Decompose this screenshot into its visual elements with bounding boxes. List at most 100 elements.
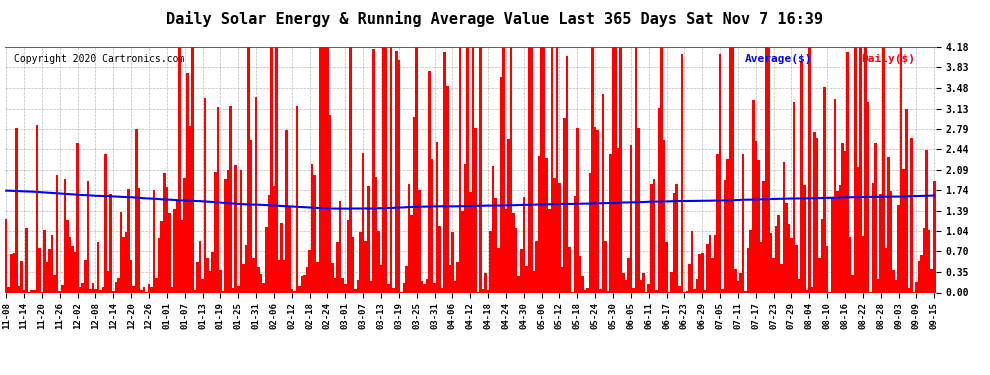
Bar xyxy=(58,291,61,292)
Bar xyxy=(714,234,717,292)
Bar xyxy=(866,102,869,292)
Bar xyxy=(56,176,58,292)
Bar xyxy=(446,86,448,292)
Bar xyxy=(267,195,270,292)
Bar xyxy=(92,283,94,292)
Bar xyxy=(474,128,476,292)
Bar xyxy=(227,171,230,292)
Bar xyxy=(421,281,423,292)
Bar xyxy=(594,126,596,292)
Bar xyxy=(183,177,186,292)
Bar xyxy=(824,87,826,292)
Bar xyxy=(217,107,219,292)
Bar xyxy=(704,290,706,292)
Bar xyxy=(112,291,115,292)
Bar xyxy=(252,258,254,292)
Bar xyxy=(346,220,349,292)
Bar xyxy=(20,261,23,292)
Bar xyxy=(933,181,936,292)
Bar xyxy=(874,143,877,292)
Bar xyxy=(469,192,471,292)
Bar xyxy=(249,140,252,292)
Bar xyxy=(79,287,81,292)
Bar xyxy=(188,126,191,292)
Bar xyxy=(380,265,382,292)
Text: Daily Solar Energy & Running Average Value Last 365 Days Sat Nov 7 16:39: Daily Solar Energy & Running Average Val… xyxy=(166,11,824,27)
Bar xyxy=(260,274,262,292)
Bar xyxy=(655,290,657,292)
Bar xyxy=(576,128,578,292)
Bar xyxy=(351,237,354,292)
Bar xyxy=(306,267,308,292)
Bar xyxy=(754,141,757,292)
Bar xyxy=(135,129,138,292)
Bar xyxy=(130,260,133,292)
Bar xyxy=(772,258,775,292)
Bar xyxy=(102,287,104,292)
Bar xyxy=(884,248,887,292)
Bar xyxy=(165,187,168,292)
Bar xyxy=(390,47,392,292)
Bar xyxy=(643,273,644,292)
Bar xyxy=(793,102,795,292)
Bar xyxy=(81,284,84,292)
Bar xyxy=(762,182,764,292)
Bar xyxy=(170,287,173,292)
Bar xyxy=(423,284,426,292)
Bar xyxy=(410,215,413,292)
Bar xyxy=(711,258,714,292)
Bar xyxy=(382,47,385,292)
Bar xyxy=(811,287,813,292)
Bar xyxy=(356,280,359,292)
Bar xyxy=(586,288,589,292)
Bar xyxy=(662,140,665,292)
Bar xyxy=(107,271,110,292)
Bar xyxy=(839,185,842,292)
Bar xyxy=(749,230,752,292)
Bar xyxy=(492,166,494,292)
Bar xyxy=(665,242,668,292)
Bar xyxy=(650,184,652,292)
Bar xyxy=(545,158,548,292)
Bar xyxy=(848,237,851,292)
Bar xyxy=(53,274,56,292)
Bar xyxy=(262,283,265,292)
Bar xyxy=(471,47,474,292)
Bar xyxy=(298,286,301,292)
Bar xyxy=(782,162,785,292)
Bar xyxy=(795,245,798,292)
Bar xyxy=(44,230,46,292)
Bar xyxy=(257,267,260,292)
Bar xyxy=(652,179,655,292)
Bar xyxy=(803,185,806,292)
Bar xyxy=(842,144,843,292)
Bar xyxy=(780,264,782,292)
Bar xyxy=(926,150,928,292)
Bar xyxy=(696,279,698,292)
Bar xyxy=(500,78,502,292)
Bar xyxy=(620,47,622,292)
Bar xyxy=(89,289,92,292)
Bar xyxy=(152,190,155,292)
Bar xyxy=(806,290,808,292)
Bar xyxy=(921,255,923,292)
Bar xyxy=(560,267,563,292)
Bar xyxy=(729,47,732,292)
Bar xyxy=(288,206,290,292)
Bar xyxy=(329,115,332,292)
Bar xyxy=(892,270,895,292)
Bar xyxy=(405,266,408,292)
Bar xyxy=(775,226,777,292)
Bar xyxy=(558,183,560,292)
Bar xyxy=(222,291,224,292)
Bar xyxy=(46,262,49,292)
Bar xyxy=(638,128,640,292)
Bar xyxy=(821,219,824,292)
Bar xyxy=(186,74,188,292)
Bar xyxy=(494,198,497,292)
Bar xyxy=(38,248,41,292)
Bar xyxy=(788,224,790,292)
Bar xyxy=(759,242,762,292)
Bar xyxy=(426,279,429,292)
Bar xyxy=(622,273,625,292)
